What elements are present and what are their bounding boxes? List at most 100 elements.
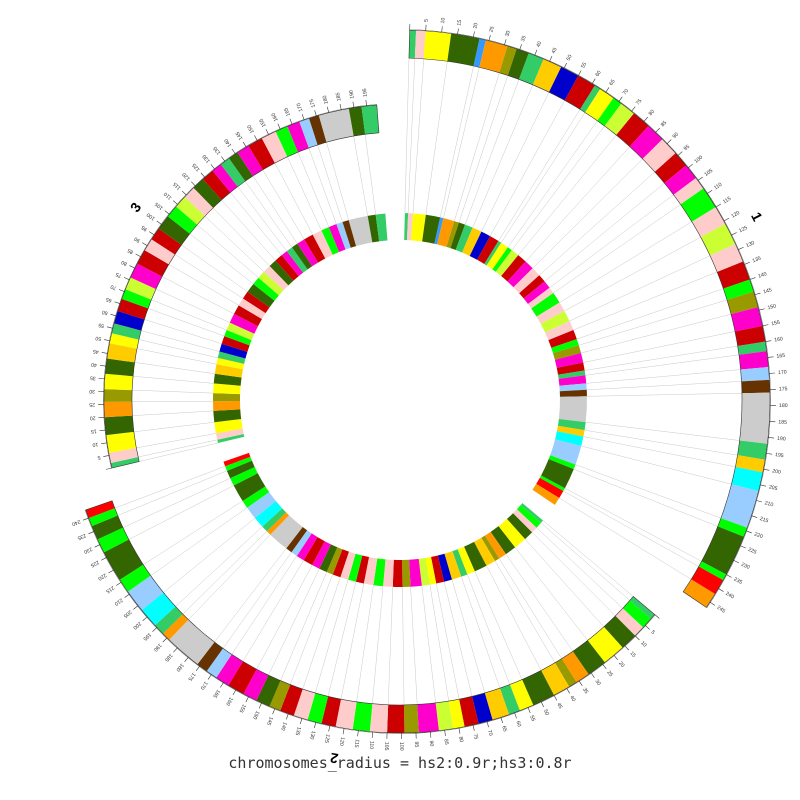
tick-label: 230 [740, 562, 751, 571]
connector-line [287, 156, 322, 231]
connector-line [133, 421, 215, 433]
inner-band [519, 275, 545, 299]
connector-line [317, 144, 343, 223]
outer-band [197, 642, 223, 672]
inner-band [328, 224, 346, 253]
connector-line [505, 553, 573, 652]
outer-band [154, 606, 183, 634]
tick-label: 85 [127, 247, 135, 255]
inner-band [304, 234, 326, 263]
outer-band [151, 228, 182, 255]
tick-label: 5 [650, 629, 656, 635]
inner-band [221, 336, 250, 352]
outer-band [361, 104, 379, 135]
tick-mark [624, 645, 630, 651]
tick-label: 10 [440, 17, 447, 24]
connector-line [542, 520, 634, 597]
inner-band [223, 452, 251, 467]
tick-mark [504, 39, 507, 46]
tick-mark [766, 453, 773, 455]
tick-label: 135 [752, 256, 762, 265]
connector-line [539, 171, 655, 276]
tick-label: 190 [777, 436, 786, 443]
inner-band [474, 537, 496, 566]
tick-mark [553, 695, 558, 701]
inner-band [469, 231, 491, 260]
inner-band [536, 302, 565, 324]
inner-band [481, 535, 500, 562]
tick-label: 195 [362, 88, 369, 97]
tick-mark [733, 559, 740, 564]
inner-band [286, 526, 308, 553]
inner-band [558, 375, 587, 386]
outer-band [387, 704, 405, 733]
connector-line [573, 468, 718, 527]
outer-band [473, 38, 486, 68]
connector-line [136, 433, 217, 449]
tick-mark [534, 49, 538, 56]
outer-band [206, 648, 232, 678]
outer-band [104, 401, 133, 418]
inner-band [348, 553, 363, 582]
tick-mark [172, 200, 178, 205]
connector-line [197, 224, 259, 278]
inner-band [214, 419, 243, 434]
outer-band [348, 106, 366, 137]
outer-band [243, 669, 269, 701]
connector-line [425, 61, 448, 215]
inner-band [437, 218, 455, 247]
connector-line [141, 330, 220, 352]
connector-line [580, 313, 732, 354]
tick-label: 150 [767, 303, 777, 311]
connector-line [136, 348, 217, 365]
inner-band [450, 222, 466, 250]
tick-mark [101, 352, 108, 354]
tick-label: 245 [716, 605, 727, 615]
tick-label: 100 [146, 211, 157, 221]
tick-label: 190 [348, 90, 355, 100]
outer-band [169, 619, 215, 665]
tick-label: 215 [105, 584, 116, 594]
tick-label: 80 [120, 259, 128, 267]
tick-mark [133, 605, 139, 610]
connector-line [486, 565, 542, 671]
tick-mark [767, 356, 774, 358]
connector-line [436, 583, 460, 700]
connector-line [132, 410, 214, 416]
inner-band [556, 362, 585, 375]
tick-label: 185 [163, 652, 173, 663]
inner-band [484, 241, 502, 266]
connector-line [327, 581, 357, 697]
outer-band [352, 701, 373, 732]
connector-line [494, 560, 556, 663]
tick-mark [327, 106, 330, 113]
tick-mark [577, 70, 582, 76]
connector-line [410, 586, 418, 705]
tick-mark [232, 689, 237, 696]
inner-band [551, 339, 579, 354]
inner-band [292, 243, 313, 270]
inner-band [422, 214, 441, 244]
connector-line [467, 574, 511, 685]
inner-band [238, 298, 266, 320]
connector-line [237, 186, 287, 252]
tick-label: 185 [335, 92, 343, 102]
tick-mark [108, 569, 114, 574]
outer-band [212, 164, 238, 193]
inner-band [253, 277, 279, 301]
outer-band [228, 661, 257, 694]
tick-mark [365, 99, 367, 106]
tick-label: 225 [89, 559, 100, 568]
tick-label: 30 [89, 388, 95, 394]
inner-band [213, 373, 242, 386]
tick-mark [563, 62, 567, 69]
tick-label: 180 [175, 662, 185, 673]
outer-band [435, 701, 454, 731]
tick-label: 100 [693, 155, 704, 165]
inner-band [263, 265, 289, 291]
inner-band [402, 559, 411, 587]
outer-band [261, 131, 288, 163]
tick-mark [328, 725, 331, 732]
connector-line [356, 585, 374, 702]
outer-band [597, 97, 622, 126]
